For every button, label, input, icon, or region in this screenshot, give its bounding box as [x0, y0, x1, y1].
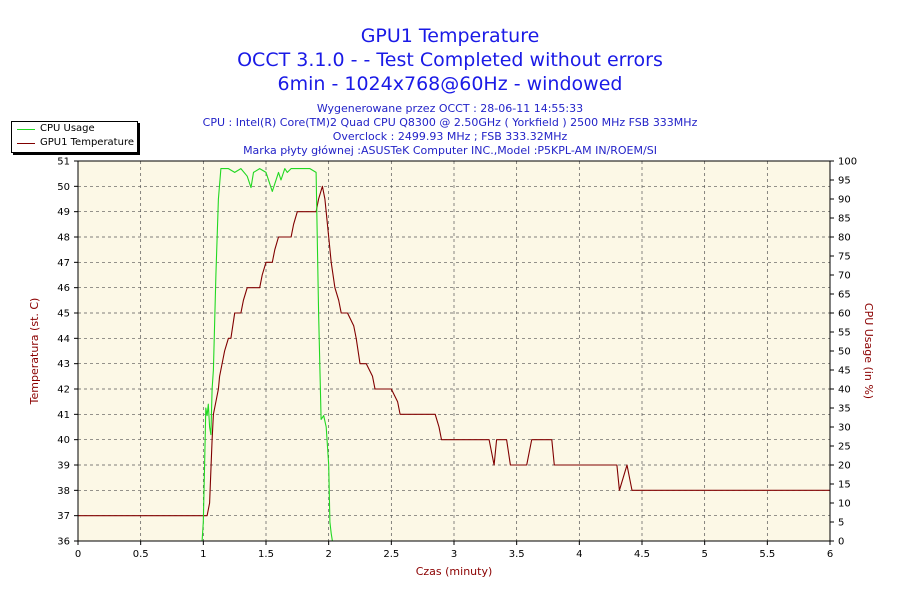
y-tick-label: 36: [57, 537, 70, 548]
y-axis-label: Temperatura (st. C): [28, 298, 41, 406]
y-tick-label: 39: [57, 461, 70, 472]
y2-tick-label: 90: [838, 195, 851, 206]
legend-swatch-cpu-usage: [17, 129, 35, 130]
y-tick-label: 50: [57, 182, 70, 193]
y2-tick-label: 100: [838, 157, 857, 168]
y2-tick-label: 60: [838, 309, 851, 320]
info-overclock: Overclock : 2499.93 MHz ; FSB 333.32MHz: [332, 130, 568, 143]
chart-title: GPU1 Temperature: [360, 25, 540, 47]
y-tick-label: 48: [57, 233, 70, 244]
y-tick-label: 43: [57, 359, 70, 370]
legend-label-gpu-temperature: GPU1 Temperature: [40, 137, 134, 148]
info-cpu: CPU : Intel(R) Core(TM)2 Quad CPU Q8300 …: [202, 116, 698, 129]
y-tick-label: 49: [57, 207, 70, 218]
y2-tick-label: 15: [838, 480, 851, 491]
y2-tick-label: 95: [838, 176, 851, 187]
chart-subtitle-mode: 6min - 1024x768@60Hz - windowed: [277, 73, 623, 95]
y-tick-label: 45: [57, 309, 70, 320]
x-tick-label: 0: [75, 549, 81, 560]
legend-swatch-gpu-temperature: [17, 143, 35, 144]
x-tick-label: 0.5: [133, 549, 149, 560]
y2-tick-label: 75: [838, 252, 851, 263]
x-tick-label: 5: [701, 549, 707, 560]
y-tick-label: 47: [57, 258, 70, 269]
y2-tick-label: 0: [838, 537, 844, 548]
x-tick-label: 6: [827, 549, 833, 560]
x-tick-label: 1: [200, 549, 206, 560]
info-motherboard: Marka płyty głównej :ASUSTeK Computer IN…: [243, 144, 657, 157]
system-info-block: Wygenerowane przez OCCT : 28-06-11 14:55…: [0, 102, 900, 158]
legend-item-gpu-temperature: GPU1 Temperature: [12, 136, 137, 150]
y2-tick-label: 50: [838, 347, 851, 358]
y2-tick-label: 45: [838, 366, 851, 377]
x-tick-label: 5.5: [759, 549, 775, 560]
legend-item-cpu-usage: CPU Usage: [12, 122, 137, 136]
chart-subtitle-test: OCCT 3.1.0 - - Test Completed without er…: [237, 49, 663, 71]
series-line-cpu-usage: [201, 168, 333, 542]
x-tick-label: 4.5: [634, 549, 650, 560]
y-tick-label: 44: [57, 334, 70, 345]
y2-tick-label: 10: [838, 499, 851, 510]
x-tick-label: 3: [451, 549, 457, 560]
series-line-gpu-temperature: [78, 185, 830, 517]
legend: CPU Usage GPU1 Temperature: [11, 121, 138, 153]
chart-title-block: GPU1 Temperature OCCT 3.1.0 - - Test Com…: [0, 24, 900, 96]
y-tick-label: 40: [57, 435, 70, 446]
y2-axis-label: CPU Usage (in %): [862, 303, 875, 399]
x-tick-label: 1.5: [258, 549, 274, 560]
y-tick-label: 41: [57, 410, 70, 421]
y2-tick-label: 70: [838, 271, 851, 282]
y-tick-label: 42: [57, 385, 70, 396]
x-tick-label: 3.5: [509, 549, 525, 560]
y2-tick-label: 5: [838, 518, 844, 529]
y2-tick-label: 20: [838, 461, 851, 472]
x-tick-label: 4: [576, 549, 582, 560]
y2-tick-label: 25: [838, 442, 851, 453]
info-generated: Wygenerowane przez OCCT : 28-06-11 14:55…: [316, 102, 584, 115]
y2-tick-label: 35: [838, 404, 851, 415]
y2-tick-label: 85: [838, 214, 851, 225]
y2-tick-label: 40: [838, 385, 851, 396]
x-tick-label: 2.5: [383, 549, 399, 560]
x-axis-label: Czas (minuty): [416, 565, 493, 578]
plot-frame: [77, 160, 831, 542]
x-tick-label: 2: [325, 549, 331, 560]
y2-tick-label: 55: [838, 328, 851, 339]
y-tick-label: 51: [57, 157, 70, 168]
y-tick-label: 37: [57, 511, 70, 522]
plot-area: [78, 161, 830, 541]
y2-tick-label: 65: [838, 290, 851, 301]
y2-tick-label: 80: [838, 233, 851, 244]
y-tick-label: 46: [57, 283, 70, 294]
y2-tick-label: 30: [838, 423, 851, 434]
legend-label-cpu-usage: CPU Usage: [40, 123, 95, 134]
y-tick-label: 38: [57, 486, 70, 497]
